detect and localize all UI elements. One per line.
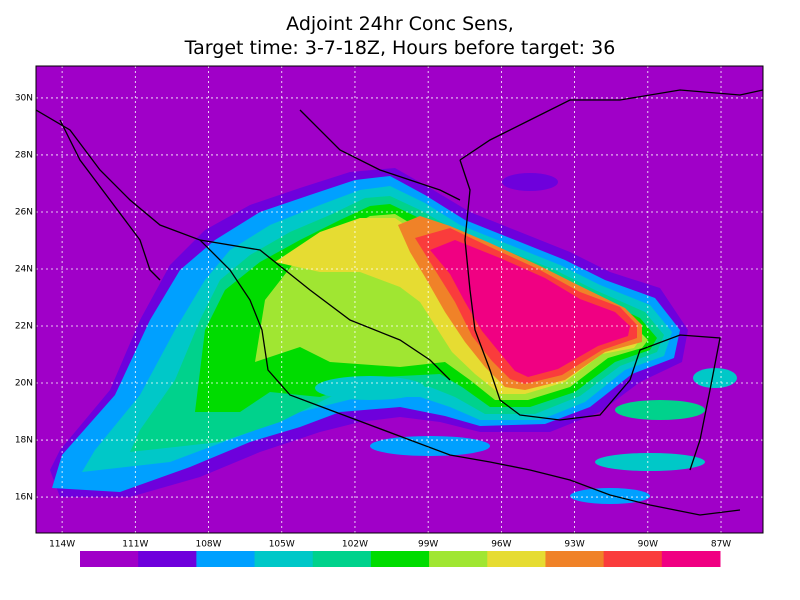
lat-label: 22N [15,322,33,332]
lat-label: 20N [15,379,33,389]
colorbar-swatch [661,551,721,567]
colorbar-swatch [545,551,605,567]
coastlines [36,89,763,516]
colorbar-swatch [138,551,197,567]
colorbar-swatch [196,551,256,567]
lat-label: 28N [15,150,33,160]
contour-fill [502,173,558,191]
lat-label: 26N [15,207,33,217]
colorbar-swatch [429,551,488,567]
lon-label: 114W [49,540,75,550]
contour-fill [595,453,705,471]
colorbar-swatch [603,551,663,567]
lon-label: 102W [342,540,368,550]
contour-fill [430,240,630,377]
lat-labels: 30N 28N 26N 24N 22N 20N 18N 16N [15,93,33,502]
lat-label: 24N [15,264,33,274]
colorbar-swatch [370,551,430,567]
contour-fill [615,400,705,420]
lon-label: 108W [195,540,221,550]
colorbar-swatch [254,551,314,567]
graticule [36,66,763,533]
lon-label: 96W [491,540,511,550]
colorbar-swatch [80,551,139,567]
lon-label: 99W [418,540,438,550]
contour-fill [370,436,490,456]
lat-label: 18N [15,436,33,446]
lon-label: 111W [122,540,148,550]
colorbar [80,551,721,567]
lon-label: 90W [638,540,658,550]
lon-labels: 114W 111W 108W 105W 102W 99W 96W 93W 90W 87W [49,540,731,550]
title-line: Adjoint 24hr Conc Sens, [286,13,514,35]
lat-label: 16N [15,493,33,503]
lat-label: 30N [15,93,33,103]
coastline [36,109,741,516]
lon-label: 93W [564,540,584,550]
coastline [459,159,721,471]
map-frame [35,65,764,534]
contour-fill [315,376,425,400]
coastline [199,239,451,381]
contour-fill [693,368,737,388]
coastline [299,109,461,201]
coastline [459,89,763,161]
coastline [59,119,161,281]
lon-label: 105W [269,540,295,550]
colorbar-swatch [312,551,372,567]
field-layer [50,168,737,504]
lon-label: 87W [711,540,731,550]
title-line: Target time: 3-7-18Z, Hours before targe… [184,37,616,59]
colorbar-swatch [487,551,546,567]
